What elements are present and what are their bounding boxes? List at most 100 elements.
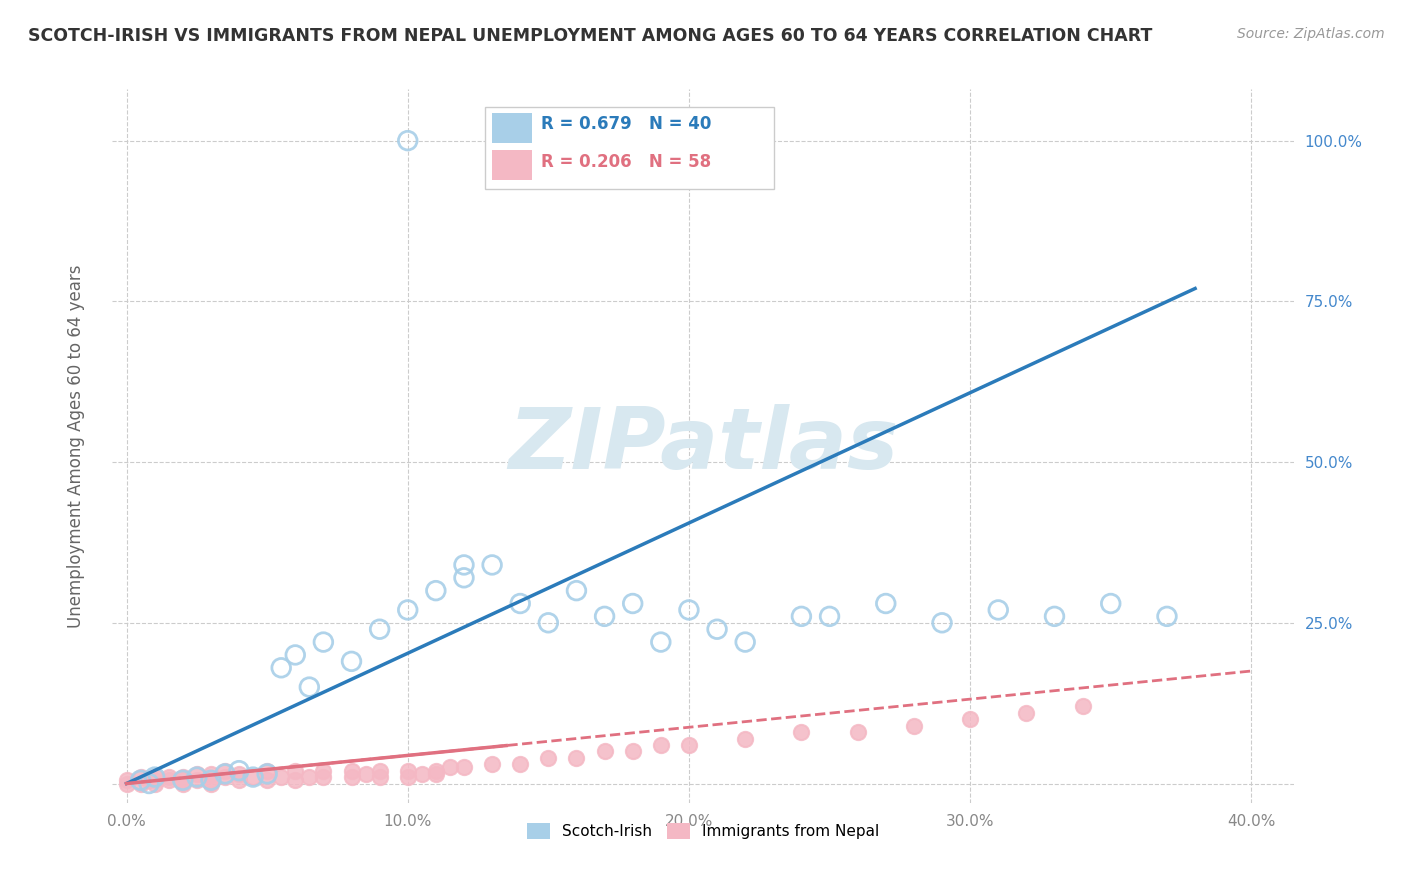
Point bbox=[228, 773, 250, 788]
Point bbox=[678, 738, 700, 752]
Point bbox=[186, 773, 208, 788]
Point bbox=[650, 635, 672, 649]
Point bbox=[172, 776, 194, 790]
Point bbox=[129, 773, 152, 788]
Point bbox=[157, 773, 180, 788]
Y-axis label: Unemployment Among Ages 60 to 64 years: Unemployment Among Ages 60 to 64 years bbox=[66, 264, 84, 628]
Point bbox=[228, 767, 250, 781]
Point bbox=[396, 603, 419, 617]
FancyBboxPatch shape bbox=[492, 112, 531, 143]
Point bbox=[396, 764, 419, 778]
Point bbox=[129, 776, 152, 790]
Point bbox=[453, 558, 475, 572]
Point bbox=[846, 725, 869, 739]
Point bbox=[650, 738, 672, 752]
Point bbox=[172, 770, 194, 784]
Point bbox=[256, 767, 278, 781]
Text: Source: ZipAtlas.com: Source: ZipAtlas.com bbox=[1237, 27, 1385, 41]
Point bbox=[1043, 609, 1066, 624]
Point bbox=[537, 615, 560, 630]
Point bbox=[621, 597, 644, 611]
Point bbox=[200, 776, 222, 790]
Point bbox=[157, 770, 180, 784]
Text: R = 0.679   N = 40: R = 0.679 N = 40 bbox=[541, 115, 711, 133]
Point bbox=[425, 764, 447, 778]
Point bbox=[172, 773, 194, 788]
Point bbox=[284, 773, 307, 788]
Point bbox=[242, 770, 264, 784]
Point bbox=[138, 776, 160, 790]
Point bbox=[143, 770, 166, 784]
Point bbox=[256, 764, 278, 778]
Point bbox=[565, 583, 588, 598]
Point bbox=[354, 767, 377, 781]
Point bbox=[200, 767, 222, 781]
Point bbox=[537, 751, 560, 765]
Point bbox=[621, 744, 644, 758]
Point bbox=[411, 767, 433, 781]
Point bbox=[129, 770, 152, 784]
Point bbox=[172, 773, 194, 788]
Point bbox=[368, 764, 391, 778]
Point bbox=[987, 603, 1010, 617]
Text: R = 0.206   N = 58: R = 0.206 N = 58 bbox=[541, 153, 711, 171]
Point bbox=[959, 712, 981, 726]
Point bbox=[1099, 597, 1122, 611]
Point bbox=[368, 622, 391, 636]
Point bbox=[790, 725, 813, 739]
Point bbox=[340, 654, 363, 668]
Point bbox=[270, 661, 292, 675]
Point bbox=[790, 609, 813, 624]
Point bbox=[228, 764, 250, 778]
Point bbox=[481, 558, 503, 572]
Point bbox=[706, 622, 728, 636]
Point bbox=[734, 635, 756, 649]
Point bbox=[875, 597, 897, 611]
Point bbox=[818, 609, 841, 624]
Text: ZIPatlas: ZIPatlas bbox=[508, 404, 898, 488]
Point bbox=[509, 757, 531, 772]
Text: SCOTCH-IRISH VS IMMIGRANTS FROM NEPAL UNEMPLOYMENT AMONG AGES 60 TO 64 YEARS COR: SCOTCH-IRISH VS IMMIGRANTS FROM NEPAL UN… bbox=[28, 27, 1153, 45]
Point bbox=[115, 776, 138, 790]
Point bbox=[186, 770, 208, 784]
Point bbox=[298, 680, 321, 694]
Point bbox=[312, 770, 335, 784]
Point bbox=[931, 615, 953, 630]
Point bbox=[903, 719, 925, 733]
Point bbox=[368, 770, 391, 784]
Point bbox=[312, 635, 335, 649]
Point bbox=[340, 770, 363, 784]
Point bbox=[396, 134, 419, 148]
Point bbox=[425, 767, 447, 781]
Point bbox=[453, 760, 475, 774]
Point bbox=[214, 764, 236, 778]
Point bbox=[593, 744, 616, 758]
Point bbox=[115, 773, 138, 788]
Point bbox=[214, 770, 236, 784]
Legend: Scotch-Irish, Immigrants from Nepal: Scotch-Irish, Immigrants from Nepal bbox=[520, 817, 886, 845]
Point bbox=[1015, 706, 1038, 720]
FancyBboxPatch shape bbox=[492, 150, 531, 180]
Point bbox=[734, 731, 756, 746]
Point bbox=[593, 609, 616, 624]
Point bbox=[1156, 609, 1178, 624]
Point bbox=[270, 770, 292, 784]
Point bbox=[396, 770, 419, 784]
Point bbox=[143, 776, 166, 790]
Point bbox=[678, 603, 700, 617]
Point bbox=[537, 134, 560, 148]
FancyBboxPatch shape bbox=[485, 107, 773, 189]
Point bbox=[1071, 699, 1094, 714]
Point bbox=[138, 773, 160, 788]
Point bbox=[143, 773, 166, 788]
Point bbox=[509, 597, 531, 611]
Point bbox=[298, 770, 321, 784]
Point bbox=[425, 583, 447, 598]
Point bbox=[481, 757, 503, 772]
Point bbox=[214, 767, 236, 781]
Point bbox=[143, 770, 166, 784]
Point bbox=[284, 764, 307, 778]
Point bbox=[284, 648, 307, 662]
Point bbox=[256, 773, 278, 788]
Point bbox=[439, 760, 461, 774]
